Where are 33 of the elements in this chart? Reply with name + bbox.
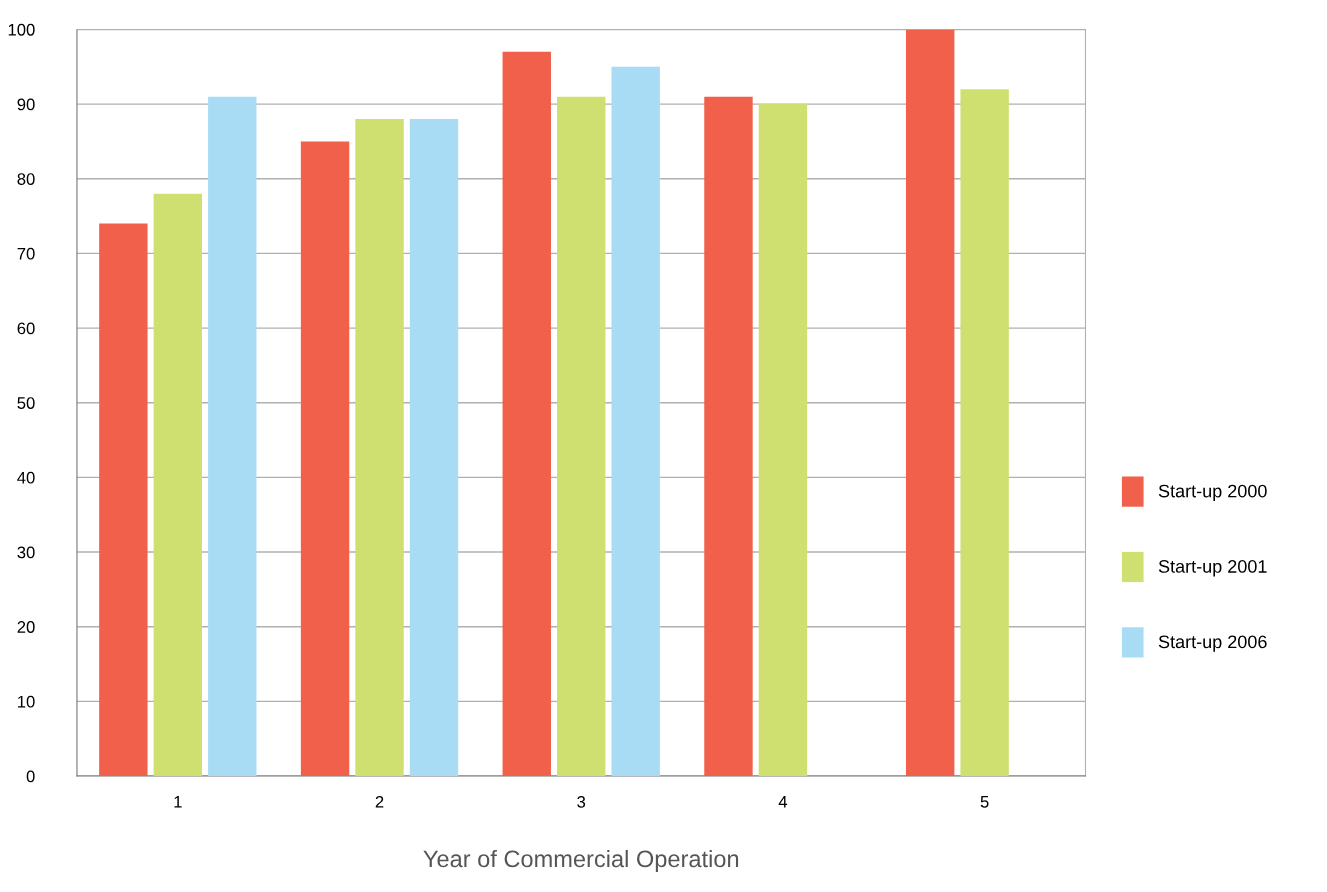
y-tick-label: 90 (17, 98, 35, 111)
x-tick-label: 2 (375, 795, 384, 808)
bar (960, 89, 1009, 777)
y-tick-label: 50 (17, 397, 35, 409)
x-tick-label: 3 (577, 795, 586, 808)
y-tick-label: 0 (26, 770, 35, 783)
y-tick-label: 30 (17, 546, 35, 559)
legend-label: Start-up 2000 (1158, 484, 1267, 501)
bar (153, 193, 203, 777)
x-axis-title: Year of Commercial Operation (423, 849, 739, 872)
bar (502, 51, 551, 777)
bar (557, 96, 606, 777)
bar (300, 141, 350, 777)
y-tick-label: 60 (17, 322, 35, 335)
legend-label: Start-up 2006 (1158, 635, 1267, 652)
x-tick-label: 4 (778, 796, 788, 808)
bar (409, 119, 459, 777)
bar (758, 104, 808, 777)
y-tick-label: 40 (17, 471, 35, 484)
bar (704, 96, 753, 777)
bar (99, 223, 148, 777)
y-tick-label: 80 (17, 173, 35, 185)
x-tick-label: 5 (980, 796, 989, 808)
bar (208, 96, 257, 777)
y-tick-label: 100 (8, 23, 35, 36)
legend-label: Start-up 2001 (1158, 560, 1267, 577)
bar (905, 29, 955, 777)
bar (611, 66, 660, 777)
y-tick-label: 20 (17, 621, 35, 633)
bar (355, 119, 404, 777)
y-tick-label: 10 (18, 695, 35, 708)
y-tick-label: 70 (17, 247, 35, 260)
x-tick-label: 1 (174, 796, 182, 808)
